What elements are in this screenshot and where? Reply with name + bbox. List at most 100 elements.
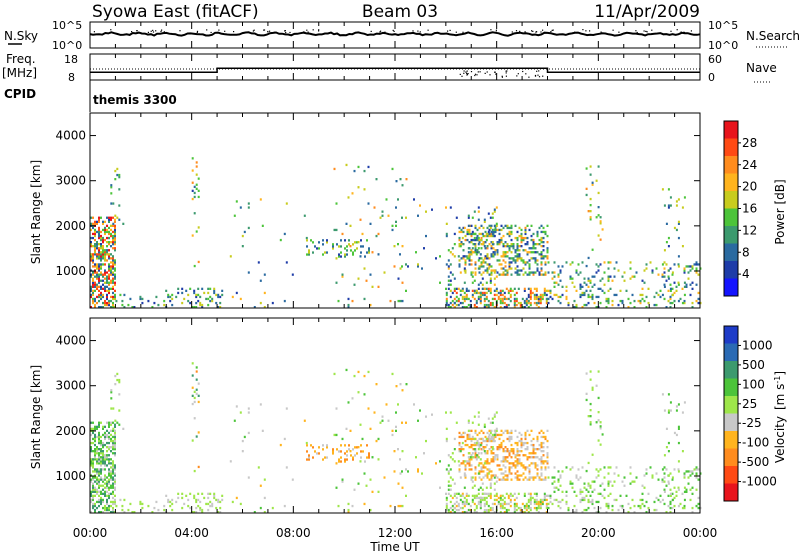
power-echo-cell: [667, 206, 670, 209]
velocity-echo-cell: [151, 511, 154, 514]
velocity-echo-cell: [471, 456, 474, 459]
power-echo-cell: [497, 291, 500, 295]
velocity-echo-cell: [98, 460, 100, 463]
velocity-echo-cell: [197, 504, 200, 508]
power-echo-cell: [573, 285, 576, 288]
velocity-echo-cell: [595, 511, 598, 514]
power-echo-cell: [463, 226, 466, 230]
velocity-echo-cell: [522, 454, 525, 457]
power-echo-cell: [94, 289, 96, 292]
power-echo-cell: [193, 195, 196, 199]
power-cbar-segment: [724, 243, 738, 262]
power-echo-cell: [549, 289, 552, 292]
velocity-echo-cell: [118, 381, 121, 384]
power-echo-cell: [98, 251, 100, 254]
velocity-echo-cell: [110, 492, 112, 495]
velocity-echo-cell: [445, 468, 448, 471]
x-tick-label: 20:00: [581, 526, 616, 540]
power-echo-cell: [451, 291, 454, 295]
power-echo-cell: [526, 243, 529, 246]
velocity-echo-cell: [498, 437, 501, 441]
power-echo-cell: [209, 299, 212, 303]
velocity-echo-cell: [215, 506, 218, 510]
power-echo-cell: [104, 273, 106, 276]
power-echo-cell: [520, 269, 523, 272]
velocity-echo-cell: [665, 468, 668, 471]
power-echo-cell: [451, 303, 454, 307]
velocity-echo-cell: [667, 482, 670, 485]
power-echo-cell: [597, 269, 600, 272]
velocity-echo-cell: [468, 468, 471, 471]
power-echo-cells: [90, 157, 702, 309]
power-echo-cell: [92, 273, 94, 276]
power-echo-cell: [191, 169, 194, 172]
power-echo-cell: [475, 306, 478, 309]
power-echo-cell: [483, 287, 486, 290]
velocity-echo-cell: [98, 494, 100, 497]
power-echo-cell: [90, 259, 92, 262]
velocity-echo-cell: [458, 431, 461, 435]
velocity-echo-cell: [524, 433, 527, 437]
power-echo-cell: [587, 277, 590, 280]
power-echo-cell: [129, 297, 132, 301]
velocity-echo-cell: [92, 441, 94, 445]
velocity-echo-cell: [197, 498, 200, 502]
power-echo-cell: [100, 285, 102, 288]
velocity-echo-cell: [217, 511, 220, 514]
velocity-echo-cell: [457, 460, 460, 463]
velocity-echo-cell: [348, 444, 350, 447]
velocity-echo-cell: [90, 450, 92, 453]
velocity-echo-cell: [587, 461, 590, 465]
velocity-echo-cell: [476, 456, 479, 459]
velocity-echo-cell: [449, 456, 452, 459]
velocity-echo-cell: [461, 511, 464, 514]
power-echo-cell: [207, 287, 210, 290]
power-echo-cell: [499, 291, 502, 295]
velocity-echo-cell: [488, 439, 491, 443]
velocity-echo-cell: [104, 433, 106, 437]
power-echo-cell: [445, 234, 448, 238]
power-echo-cell: [94, 234, 96, 238]
power-echo-cell: [94, 281, 96, 284]
velocity-echo-cell: [511, 494, 514, 497]
velocity-echo-cell: [508, 466, 511, 469]
velocity-echo-cell: [348, 448, 350, 451]
velocity-echo-cell: [90, 458, 92, 461]
velocity-echo-cell: [522, 478, 525, 481]
power-echo-cell: [537, 301, 540, 305]
velocity-echo-cell: [157, 508, 160, 512]
power-echo-cell: [673, 263, 676, 266]
power-echo-cell: [462, 243, 465, 246]
velocity-echo-cell: [112, 443, 114, 447]
velocity-echo-cell: [461, 494, 464, 497]
velocity-echo-cell: [509, 498, 512, 502]
velocity-echo-cell: [199, 500, 202, 504]
velocity-echo-cell: [675, 494, 678, 497]
velocity-echo-cell: [90, 478, 92, 481]
velocity-echo-cell: [611, 484, 614, 487]
velocity-echo-cell: [495, 411, 498, 414]
velocity-echo-cell: [449, 411, 452, 414]
velocity-echo-cell: [520, 443, 523, 447]
power-echo-cell: [98, 234, 100, 238]
velocity-echo-cell: [496, 454, 499, 457]
velocity-echo-cell: [421, 472, 423, 475]
power-echo-cell: [375, 234, 378, 238]
velocity-echo-cell: [553, 480, 556, 483]
power-echo-cell: [530, 251, 533, 254]
power-echo-cell: [532, 271, 535, 274]
power-echo-cell: [399, 178, 402, 181]
velocity-echo-cell: [534, 448, 537, 451]
power-echo-cell: [257, 261, 260, 264]
power-echo-cell: [518, 273, 521, 276]
velocity-echo-cell: [102, 458, 104, 461]
power-echo-cell: [102, 301, 104, 305]
power-echo-cell: [474, 271, 477, 274]
velocity-echo-cell: [112, 478, 114, 481]
velocity-echo-cell: [503, 496, 506, 500]
velocity-echo-cell: [667, 409, 670, 412]
power-echo-cell: [181, 291, 184, 295]
power-echo-cell: [363, 297, 366, 301]
power-echo-cell: [695, 271, 698, 274]
power-echo-cell: [371, 285, 374, 288]
